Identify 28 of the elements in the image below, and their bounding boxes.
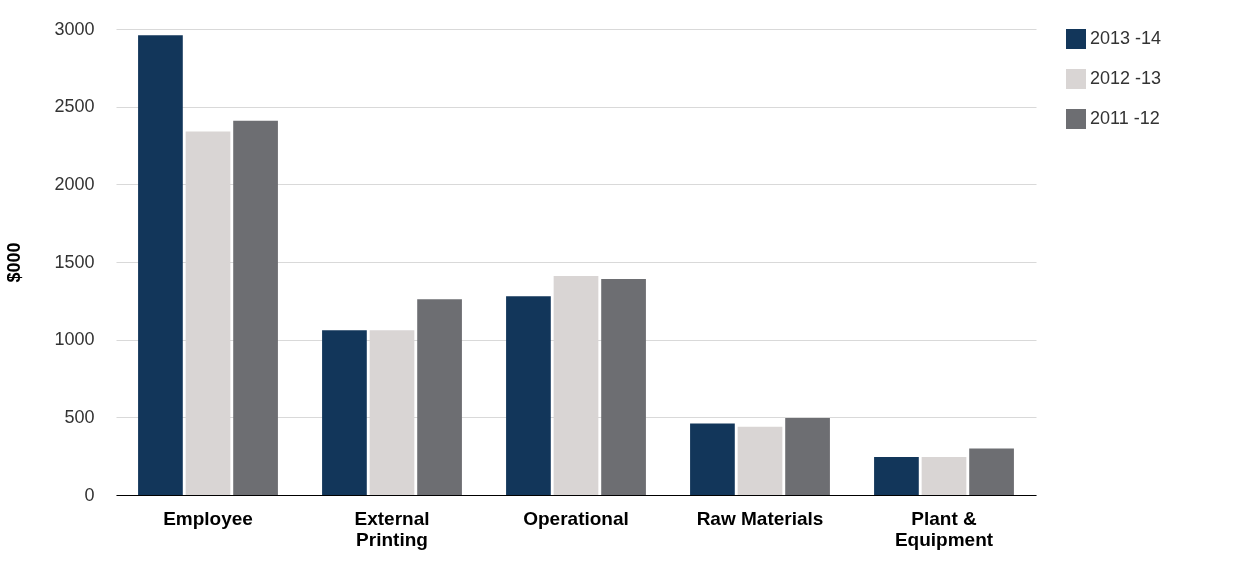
bar xyxy=(601,279,646,495)
legend-label: 2012 -13 xyxy=(1090,68,1162,88)
bar xyxy=(785,418,830,495)
y-tick-label: 2000 xyxy=(54,173,95,194)
bar xyxy=(506,296,551,495)
bar xyxy=(921,456,967,495)
y-tick-label: 1500 xyxy=(54,251,95,272)
bar xyxy=(737,426,783,495)
y-axis-title: $000 xyxy=(4,242,25,283)
y-tick-label: 0 xyxy=(84,484,95,505)
bar xyxy=(233,120,278,495)
y-tick-label: 500 xyxy=(64,406,95,427)
bar xyxy=(138,35,183,495)
y-tick-label: 1000 xyxy=(54,329,95,350)
x-tick-label: Operational xyxy=(523,507,629,529)
bar xyxy=(690,423,735,495)
y-tick-label: 2500 xyxy=(54,96,95,117)
bar xyxy=(322,330,367,495)
legend-label: 2013 -14 xyxy=(1090,28,1162,48)
y-tick-label: 3000 xyxy=(54,18,95,39)
x-tick-label: Employee xyxy=(163,507,253,529)
x-tick-label: Raw Materials xyxy=(696,507,824,529)
bar xyxy=(969,448,1014,495)
legend-label: 2011 -12 xyxy=(1090,108,1160,128)
bar xyxy=(874,456,919,495)
bar xyxy=(417,299,462,495)
x-tick-label: Plant & Equipment xyxy=(894,507,994,550)
x-tick-label: External Printing xyxy=(354,507,430,550)
